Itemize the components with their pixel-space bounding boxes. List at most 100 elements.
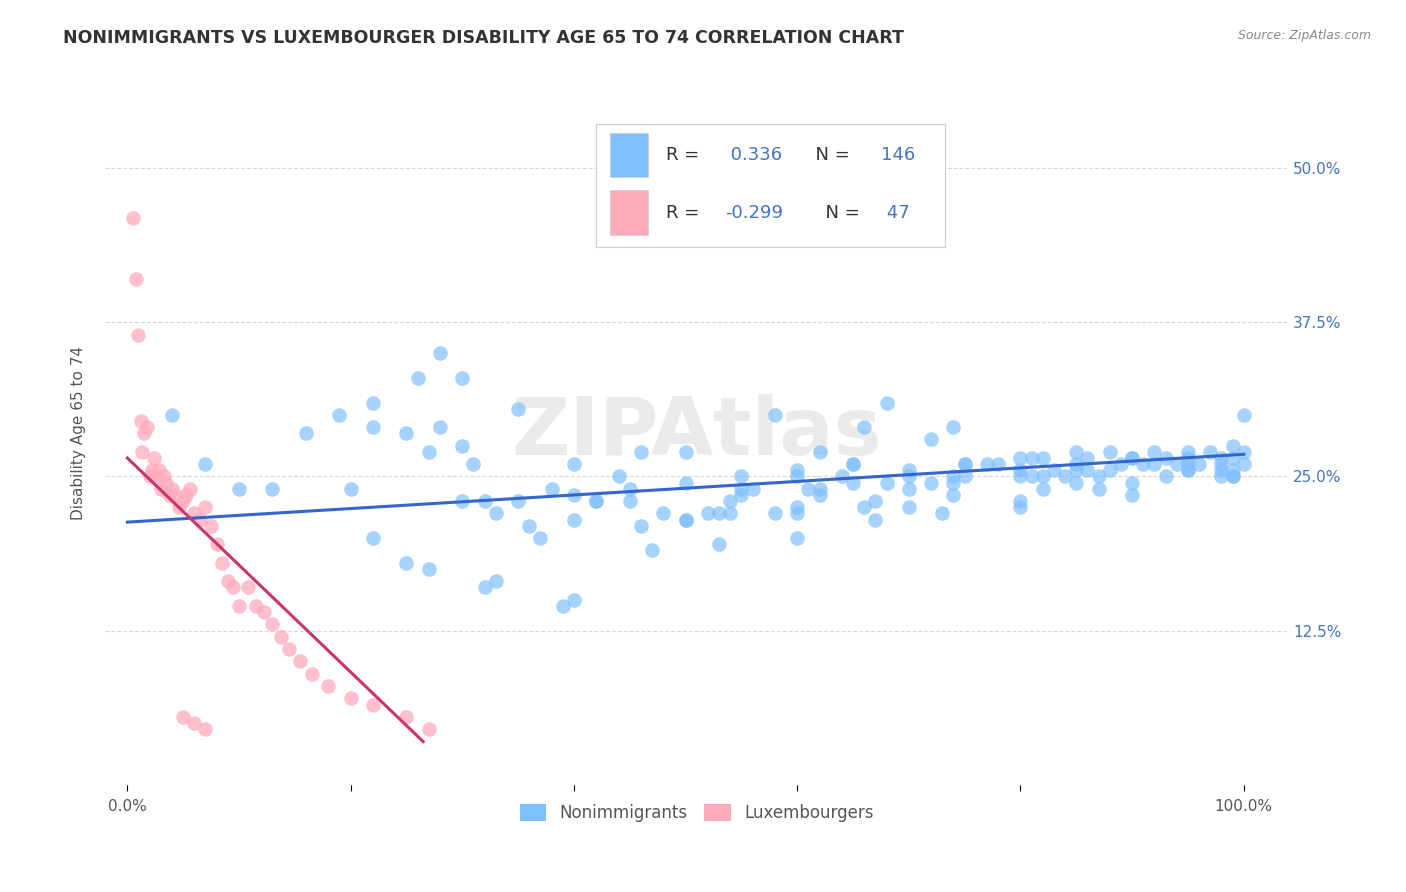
Point — [252, 605, 274, 619]
Point — [451, 371, 474, 385]
Point — [707, 507, 730, 521]
Point — [172, 494, 194, 508]
Point — [194, 457, 217, 471]
Point — [217, 574, 239, 589]
Point — [262, 617, 284, 632]
Point — [853, 500, 876, 515]
Point — [1132, 457, 1154, 471]
Point — [1010, 469, 1032, 483]
Point — [630, 518, 652, 533]
Text: ZIPAtlas: ZIPAtlas — [512, 394, 882, 473]
Point — [451, 439, 474, 453]
Point — [619, 494, 641, 508]
Point — [205, 537, 228, 551]
Point — [1054, 469, 1077, 483]
Point — [1098, 445, 1121, 459]
Point — [1087, 469, 1109, 483]
Point — [630, 445, 652, 459]
Point — [1076, 463, 1098, 477]
Point — [585, 494, 607, 508]
Point — [897, 500, 920, 515]
Point — [278, 642, 301, 657]
Point — [1066, 457, 1088, 471]
Point — [339, 691, 361, 706]
Point — [763, 408, 786, 422]
Point — [157, 488, 180, 502]
Point — [132, 426, 155, 441]
Point — [122, 211, 145, 225]
Point — [551, 599, 574, 613]
Point — [1188, 457, 1211, 471]
Point — [131, 445, 153, 459]
Point — [138, 469, 160, 483]
Point — [619, 482, 641, 496]
Point — [652, 507, 675, 521]
Point — [953, 457, 976, 471]
Point — [463, 457, 485, 471]
Point — [127, 327, 149, 342]
Point — [1021, 450, 1043, 465]
Point — [451, 494, 474, 508]
Point — [429, 420, 451, 434]
Point — [1066, 463, 1088, 477]
Point — [1010, 463, 1032, 477]
Point — [942, 420, 965, 434]
Point — [562, 592, 585, 607]
Point — [641, 543, 664, 558]
Point — [200, 518, 222, 533]
Point — [1143, 457, 1166, 471]
Point — [797, 482, 820, 496]
Point — [920, 433, 942, 447]
Point — [897, 482, 920, 496]
Point — [987, 457, 1010, 471]
Point — [236, 581, 259, 595]
Point — [211, 556, 233, 570]
Point — [1032, 469, 1054, 483]
Point — [188, 513, 211, 527]
Point — [786, 463, 808, 477]
Point — [418, 723, 440, 737]
Point — [395, 426, 418, 441]
Point — [295, 426, 318, 441]
Point — [194, 723, 217, 737]
Point — [1010, 500, 1032, 515]
Point — [194, 500, 217, 515]
Point — [786, 507, 808, 521]
Point — [730, 469, 752, 483]
Point — [328, 408, 350, 422]
Point — [143, 450, 166, 465]
Point — [1211, 450, 1233, 465]
Point — [270, 630, 292, 644]
Point — [1098, 463, 1121, 477]
Point — [876, 475, 898, 490]
Point — [1043, 463, 1066, 477]
Point — [931, 507, 953, 521]
Point — [842, 475, 865, 490]
Point — [562, 513, 585, 527]
Point — [1222, 469, 1244, 483]
Point — [418, 445, 440, 459]
Point — [897, 469, 920, 483]
Point — [853, 420, 876, 434]
Point — [741, 482, 763, 496]
Point — [406, 371, 429, 385]
Point — [485, 574, 508, 589]
Point — [506, 401, 529, 416]
Point — [149, 482, 172, 496]
Point — [730, 482, 752, 496]
Point — [842, 457, 865, 471]
Point — [148, 463, 170, 477]
Point — [1211, 469, 1233, 483]
Point — [222, 581, 245, 595]
Point — [607, 469, 630, 483]
Point — [1166, 457, 1188, 471]
Point — [1177, 463, 1199, 477]
Point — [718, 494, 741, 508]
Point — [1121, 450, 1143, 465]
Point — [361, 698, 384, 712]
Point — [865, 513, 887, 527]
Point — [1177, 445, 1199, 459]
Point — [1222, 469, 1244, 483]
Point — [301, 666, 323, 681]
Point — [1032, 450, 1054, 465]
